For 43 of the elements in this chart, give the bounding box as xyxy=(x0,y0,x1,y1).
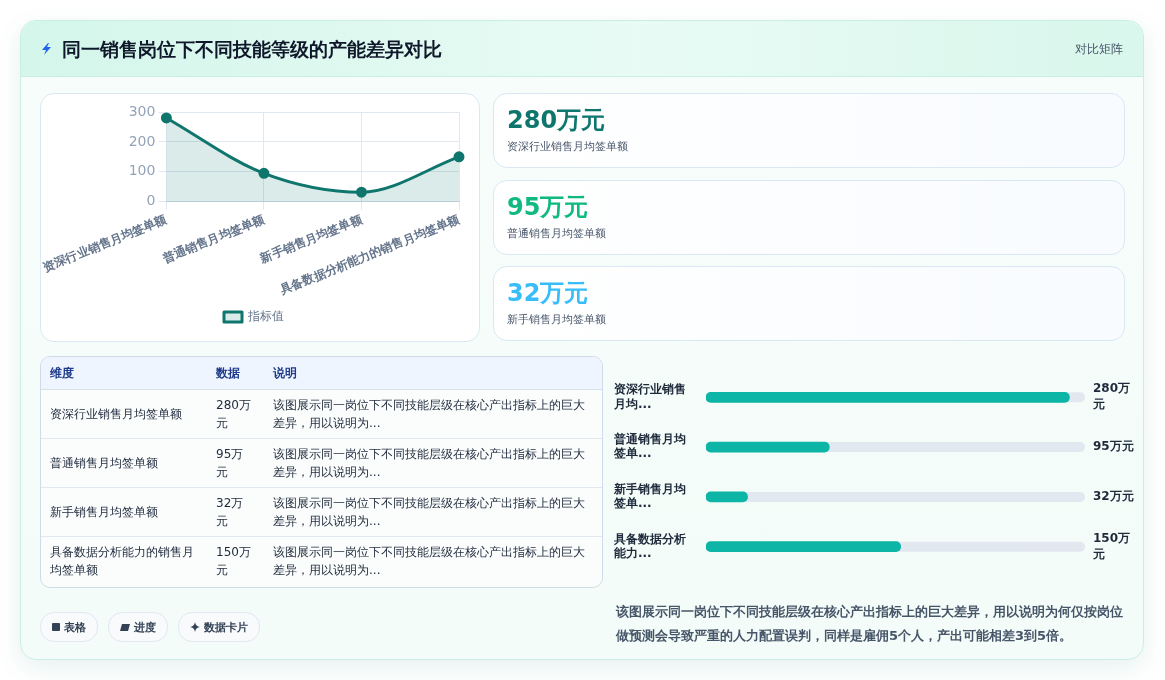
text: 具备数据分析能力的销售月均签单额 xyxy=(49,544,195,579)
text: 该图展示同一岗位下不同技能层级在核心产出指标上的巨大差异，用以说明为... xyxy=(264,438,602,488)
bar xyxy=(706,491,748,503)
y-tick-label: 0 xyxy=(146,192,156,209)
text: 普通销售月均签单额 xyxy=(41,438,207,488)
text: 280万元 xyxy=(207,389,264,439)
point xyxy=(355,186,367,198)
text: 新手销售月均签单额 xyxy=(507,312,606,327)
data-label: 95万元 xyxy=(1093,439,1134,454)
y-tick-label: 资深行业销售月均... xyxy=(613,382,686,411)
text: 资深行业销售月均签单额 xyxy=(41,389,207,439)
y-tick-label: 200 xyxy=(128,132,156,149)
y-tick-label: 普通销售月均签单... xyxy=(613,432,686,461)
text: 该图展示同一岗位下不同技能层级在核心产出指标上的巨大差异，用以说明为... xyxy=(264,389,602,439)
text: 进度 xyxy=(134,619,156,635)
text: 表格 xyxy=(64,619,86,635)
y-tick-label: 新手销售月均签单... xyxy=(613,481,686,511)
text: 数据卡片 xyxy=(204,619,248,635)
text: 95万元 xyxy=(207,438,264,488)
text: 同一销售岗位下不同技能等级的产能差异对比 xyxy=(62,37,442,62)
y-tick-label: 100 xyxy=(128,162,156,179)
text: 该图展示同一岗位下不同技能层级在核心产出指标上的巨大差异，用以说明为何仅按岗位做预测会导致严重的人力配置误判，同样是雇佣5个人，产出可能相差3到5倍。 xyxy=(616,603,1124,645)
text: 资深行业销售月均签单额 xyxy=(507,139,628,154)
text: 150万元 xyxy=(215,544,252,579)
text: 该图展示同一岗位下不同技能层级在核心产出指标上的巨大差异，用以说明为... xyxy=(272,544,586,579)
text: 280万元 xyxy=(507,105,606,136)
text: 32万元 xyxy=(207,487,264,537)
text: 该图展示同一岗位下不同技能层级在核心产出指标上的巨大差异，用以说明为... xyxy=(264,487,602,537)
text: 对比矩阵 xyxy=(1075,41,1123,58)
text: 32万元 xyxy=(507,278,589,309)
point xyxy=(258,167,270,179)
point xyxy=(453,151,465,163)
y-tick-label: 具备数据分析能力... xyxy=(613,531,686,561)
text: 新手销售月均签单额 xyxy=(41,487,207,537)
text: 维度 xyxy=(41,357,207,390)
data-label: 150万元 xyxy=(1092,530,1131,561)
text: 数据 xyxy=(207,357,264,390)
text: 说明 xyxy=(264,357,602,390)
text: 95万元 xyxy=(507,192,589,223)
data-label: 32万元 xyxy=(1093,489,1134,504)
data-label: 280万元 xyxy=(1092,381,1131,412)
legend-label: 指标值 xyxy=(247,309,284,324)
y-tick-label: 300 xyxy=(128,102,156,119)
